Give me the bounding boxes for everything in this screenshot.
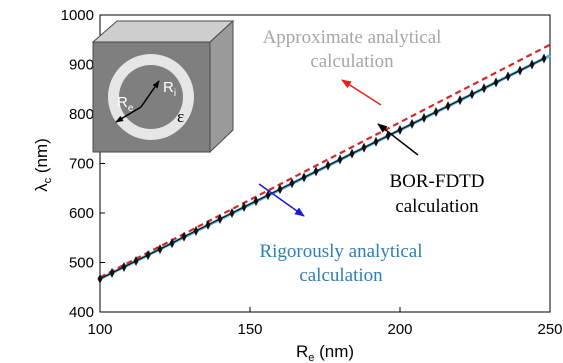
series-bor-fdtd-marker bbox=[181, 231, 187, 242]
annotation-bor-fdtd-line2: calculation bbox=[395, 196, 479, 217]
series-bor-fdtd-marker bbox=[253, 196, 259, 207]
series-bor-fdtd-marker bbox=[229, 208, 235, 218]
series-approximate-line bbox=[99, 43, 551, 279]
series-bor-fdtd-marker bbox=[469, 89, 475, 100]
inner-core bbox=[119, 65, 183, 129]
inset-label-epsilon: ε bbox=[177, 107, 184, 126]
y-tick-label: 1000 bbox=[61, 7, 94, 24]
y-tick-label: 500 bbox=[69, 255, 94, 272]
series-bor-fdtd-marker bbox=[301, 172, 307, 183]
y-axis-label: λc (nm) bbox=[32, 138, 54, 192]
series-bor-fdtd-marker bbox=[445, 101, 451, 112]
annotation-approximate-line1: Approximate analytical bbox=[263, 27, 442, 48]
x-axis-label: Re (nm) bbox=[296, 342, 354, 363]
x-tick-label: 150 bbox=[237, 321, 262, 338]
series-bor-fdtd-marker bbox=[313, 166, 319, 177]
series-bor-fdtd-marker bbox=[409, 118, 415, 129]
series-bor-fdtd-marker bbox=[361, 142, 367, 153]
annotation-approximate-line2: calculation bbox=[310, 51, 394, 72]
cube-top-face bbox=[91, 20, 235, 43]
series-bor-fdtd-marker bbox=[169, 238, 175, 249]
axis-ticks: 400 500 600 700 800 900 1000 100 150 200 250 bbox=[61, 7, 563, 338]
series-bor-fdtd-marker bbox=[97, 273, 103, 284]
x-tick-label: 250 bbox=[537, 321, 562, 338]
y-tick-label: 600 bbox=[69, 205, 94, 222]
re-arrow bbox=[115, 106, 142, 123]
series-bor-fdtd-marker bbox=[241, 202, 247, 213]
series-bor-fdtd-marker bbox=[217, 213, 223, 224]
annotation-rigorous: Rigorously analytical calculation bbox=[258, 183, 423, 286]
inset-label-re: Re bbox=[117, 94, 134, 114]
series-bor-fdtd-marker bbox=[433, 107, 439, 118]
series-bor-fdtd-marker bbox=[349, 148, 355, 159]
data-series bbox=[97, 43, 551, 284]
series-bor-fdtd-marker bbox=[325, 160, 331, 171]
annotation-rigorous-line1: Rigorously analytical bbox=[259, 241, 422, 262]
series-bor-fdtd-marker bbox=[481, 83, 487, 94]
series-bor-fdtd-marker bbox=[133, 256, 139, 267]
annotation-approximate-arrow bbox=[341, 79, 382, 106]
series-bor-fdtd-marker bbox=[421, 112, 427, 123]
series-bor-fdtd-marker bbox=[373, 136, 379, 147]
y-tick-label: 900 bbox=[69, 57, 94, 74]
series-bor-fdtd-marker bbox=[337, 154, 343, 165]
series-bor-fdtd-marker bbox=[517, 65, 523, 76]
x-tick-label: 200 bbox=[387, 321, 412, 338]
series-bor-fdtd-marker bbox=[289, 178, 295, 189]
series-bor-fdtd-marker bbox=[145, 250, 151, 261]
series-bor-fdtd-marker bbox=[277, 184, 283, 195]
annotation-rigorous-arrow bbox=[258, 183, 305, 217]
cube-side-face bbox=[209, 19, 234, 154]
annotation-approximate: Approximate analytical calculation bbox=[263, 27, 442, 106]
series-bor-fdtd-marker bbox=[397, 124, 403, 135]
ri-arrow bbox=[140, 80, 160, 108]
annotation-bor-fdtd-line1: BOR-FDTD bbox=[389, 171, 484, 192]
inset-cube: Re Ri ε bbox=[91, 19, 235, 154]
series-bor-fdtd-marker bbox=[493, 77, 499, 88]
x-tick-label: 100 bbox=[87, 321, 112, 338]
series-bor-fdtd-marker bbox=[193, 225, 199, 236]
series-bor-fdtd-marker bbox=[157, 244, 163, 255]
annotation-bor-fdtd-arrow bbox=[377, 123, 419, 156]
series-bor-fdtd-marker bbox=[109, 267, 115, 278]
annotation-bor-fdtd: BOR-FDTD calculation bbox=[377, 123, 485, 217]
series-bor-fdtd-marker bbox=[529, 59, 535, 70]
y-tick-label: 700 bbox=[69, 156, 94, 173]
inset-label-ri: Ri bbox=[163, 79, 176, 99]
series-bor-fdtd-marker bbox=[205, 219, 211, 230]
y-tick-label: 400 bbox=[69, 304, 94, 321]
annotation-rigorous-line2: calculation bbox=[299, 265, 383, 286]
series-bor-fdtd-marker bbox=[505, 71, 511, 82]
series-bor-fdtd-marker bbox=[265, 190, 271, 201]
series-bor-fdtd-marker bbox=[121, 261, 127, 272]
y-tick-label: 800 bbox=[69, 106, 94, 123]
series-bor-fdtd-marker bbox=[457, 95, 463, 106]
series-bor-fdtd-marker bbox=[541, 53, 547, 64]
